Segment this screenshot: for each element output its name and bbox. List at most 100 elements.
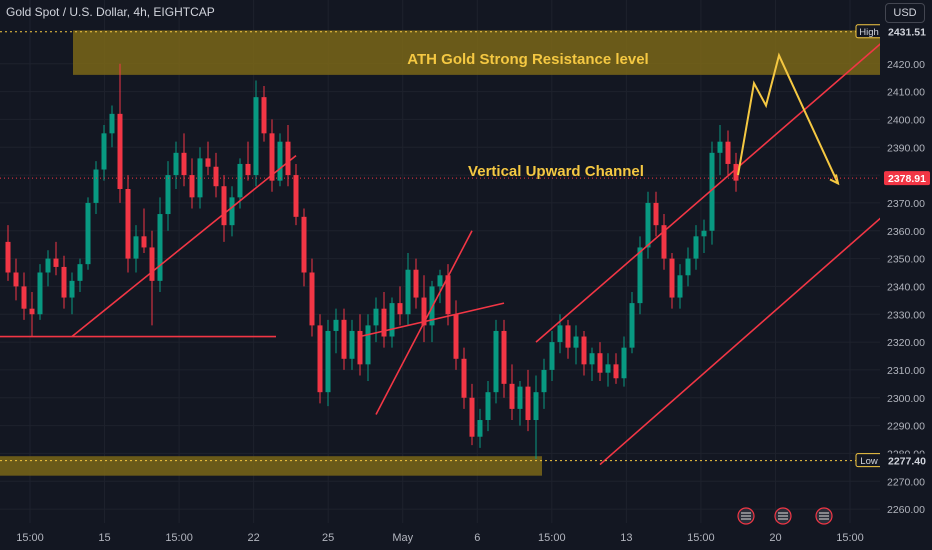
candle (22, 286, 27, 308)
candle (622, 348, 627, 379)
low-label: Low (860, 456, 878, 467)
chart-grid (0, 0, 880, 523)
candle (518, 387, 523, 409)
candle (174, 153, 179, 175)
candle (630, 303, 635, 348)
candle (334, 320, 339, 331)
x-tick-label: 15:00 (538, 532, 566, 544)
event-icons (738, 508, 832, 524)
candle (238, 164, 243, 197)
candle (606, 364, 611, 372)
candle (582, 337, 587, 365)
zone-layer (0, 30, 883, 475)
time-axis: 15:00 15 15:00 22 25 May 6 15:00 13 15:00 20 15:00 (16, 532, 864, 544)
channel-label: Vertical Upward Channel (468, 163, 644, 180)
candle (278, 142, 283, 181)
candle (262, 97, 267, 133)
candle (214, 167, 219, 186)
y-tick-label: 2360.00 (887, 226, 925, 238)
candle (526, 387, 531, 420)
candle (310, 273, 315, 326)
low-price-tag: 2277.40 (888, 456, 926, 468)
candle (398, 303, 403, 314)
candle (302, 217, 307, 273)
y-tick-label: 2340.00 (887, 281, 925, 293)
candle (574, 337, 579, 348)
candle (206, 158, 211, 166)
candle (478, 420, 483, 437)
y-tick-label: 2320.00 (887, 337, 925, 349)
candle (470, 398, 475, 437)
candle (222, 186, 227, 225)
candle (6, 242, 11, 273)
candle (406, 270, 411, 315)
candle (486, 392, 491, 420)
candle (718, 142, 723, 153)
y-tick-label: 2410.00 (887, 87, 925, 99)
candle (414, 270, 419, 298)
candle (462, 359, 467, 398)
candle (494, 331, 499, 392)
candle (46, 259, 51, 273)
y-tick-label: 2270.00 (887, 476, 925, 488)
candle (142, 236, 147, 247)
y-tick-label: 2390.00 (887, 142, 925, 154)
candle (150, 247, 155, 280)
candle (646, 203, 651, 248)
candle (566, 325, 571, 347)
x-tick-label: 15:00 (165, 532, 193, 544)
candle (390, 303, 395, 336)
candle (54, 259, 59, 267)
y-tick-label: 2330.00 (887, 309, 925, 321)
candle (166, 175, 171, 214)
candle (726, 142, 731, 164)
resistance-zone-label: ATH Gold Strong Resistance level (407, 51, 648, 68)
candle (246, 164, 251, 175)
candle (670, 259, 675, 298)
candle (502, 331, 507, 384)
candle (86, 203, 91, 264)
candle (182, 153, 187, 175)
currency-button[interactable]: USD (885, 3, 925, 23)
y-tick-label: 2350.00 (887, 254, 925, 266)
candle (366, 325, 371, 364)
last-price-tag: 2378.91 (888, 173, 926, 185)
candle (286, 142, 291, 175)
support-zone (0, 456, 542, 475)
candle (382, 309, 387, 337)
x-tick-label: May (392, 532, 413, 544)
x-tick-label: 20 (769, 532, 781, 544)
candle (374, 309, 379, 326)
candle (230, 197, 235, 225)
candle (686, 259, 691, 276)
candle (638, 247, 643, 303)
y-tick-label: 2400.00 (887, 114, 925, 126)
candle (326, 331, 331, 392)
y-tick-label: 2370.00 (887, 198, 925, 210)
high-price-tag: 2431.51 (888, 27, 926, 39)
x-tick-label: 15:00 (687, 532, 715, 544)
candle (254, 97, 259, 175)
candle (598, 353, 603, 372)
x-tick-label: 13 (620, 532, 632, 544)
candle (590, 353, 595, 364)
candle (678, 275, 683, 297)
candle (550, 342, 555, 370)
candle (78, 264, 83, 281)
candle (542, 370, 547, 392)
candle (614, 364, 619, 378)
candle (110, 114, 115, 133)
candle (102, 133, 107, 169)
candle (558, 325, 563, 342)
x-tick-label: 15 (98, 532, 110, 544)
candle (654, 203, 659, 225)
y-tick-label: 2300.00 (887, 393, 925, 405)
candle (454, 314, 459, 359)
x-tick-label: 22 (248, 532, 260, 544)
x-tick-label: 15:00 (16, 532, 44, 544)
x-tick-label: 15:00 (836, 532, 864, 544)
candle (62, 267, 67, 298)
trendline (536, 30, 896, 342)
symbol-title: Gold Spot / U.S. Dollar, 4h, EIGHTCAP (6, 5, 215, 19)
